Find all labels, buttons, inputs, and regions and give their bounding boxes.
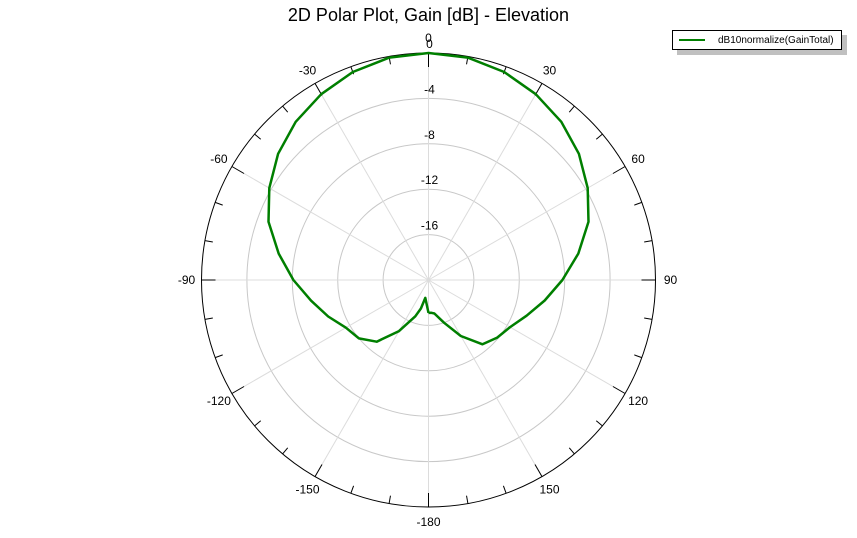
angle-label: -30 bbox=[299, 63, 317, 77]
radial-label: -16 bbox=[421, 219, 439, 233]
angle-label: -150 bbox=[295, 483, 319, 497]
angle-label: 60 bbox=[631, 152, 645, 166]
radial-label: -8 bbox=[424, 128, 435, 142]
polar-grid bbox=[201, 53, 656, 507]
legend-label: dB10normalize(GainTotal) bbox=[718, 34, 834, 46]
radial-label: -12 bbox=[421, 173, 439, 187]
angle-label: 150 bbox=[539, 483, 559, 497]
radial-label: -4 bbox=[424, 82, 435, 96]
gain-trace bbox=[267, 51, 590, 346]
chart-title: 2D Polar Plot, Gain [dB] - Elevation bbox=[287, 5, 570, 25]
angle-label: 0 bbox=[425, 31, 432, 45]
legend-swatch bbox=[679, 39, 705, 41]
angle-label: -180 bbox=[416, 515, 440, 529]
angle-label: -120 bbox=[207, 394, 231, 408]
angle-label: 30 bbox=[543, 63, 557, 77]
axis-labels: 0 30 60 90 120 150 -180 -150 -120 -90 -60 -30 0 -4 -8 -… bbox=[178, 31, 678, 529]
radial-label: 0 bbox=[426, 37, 433, 51]
legend[interactable]: dB10normalize(GainTotal) bbox=[672, 30, 842, 50]
angle-label: -90 bbox=[178, 273, 196, 287]
angle-label: 120 bbox=[628, 394, 648, 408]
angle-label: -60 bbox=[210, 152, 228, 166]
angle-label: 90 bbox=[664, 273, 678, 287]
